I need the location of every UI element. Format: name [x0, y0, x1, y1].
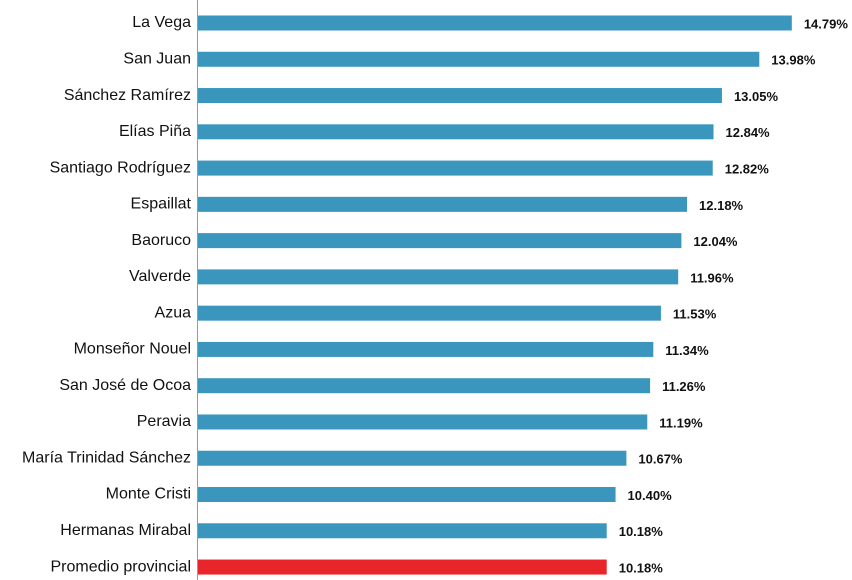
bar [198, 124, 714, 140]
bar [198, 378, 651, 394]
bar [198, 414, 648, 430]
category-label: Valverde [129, 268, 191, 285]
category-label: Azua [155, 304, 192, 321]
bar [198, 450, 627, 466]
value-label: 12.82% [725, 162, 770, 177]
value-label: 13.98% [771, 53, 816, 68]
category-label: San José de Ocoa [59, 377, 191, 394]
value-label: 10.18% [619, 524, 664, 539]
bar [198, 559, 607, 575]
category-label: María Trinidad Sánchez [22, 449, 191, 466]
category-label: San Juan [123, 50, 191, 67]
value-label: 11.34% [665, 343, 709, 358]
bar [198, 160, 713, 176]
value-label: 10.40% [628, 488, 673, 503]
bar [198, 233, 682, 249]
category-label: Hermanas Mirabal [60, 522, 191, 539]
category-label: Promedio provincial [50, 558, 191, 575]
value-label: 11.96% [690, 270, 734, 285]
category-label: Baoruco [131, 232, 191, 249]
bar [198, 487, 616, 503]
value-label: 10.67% [638, 452, 683, 467]
value-label: 12.18% [699, 198, 744, 213]
category-label: Santiago Rodríguez [50, 159, 191, 176]
value-label: 12.84% [726, 125, 771, 140]
bar [198, 269, 679, 285]
bar [198, 523, 607, 539]
value-label: 13.05% [734, 89, 779, 104]
bar [198, 51, 760, 67]
value-label: 11.26% [662, 379, 706, 394]
value-label: 14.79% [804, 16, 849, 31]
category-label: Sánchez Ramírez [64, 87, 191, 104]
bar [198, 341, 654, 357]
bar [198, 196, 688, 212]
value-label: 11.19% [659, 415, 703, 430]
category-label: Elías Piña [119, 123, 191, 140]
category-label: Peravia [137, 413, 191, 430]
bar [198, 305, 661, 321]
category-label: La Vega [132, 14, 191, 31]
category-label: Espaillat [131, 196, 192, 213]
category-label: Monseñor Nouel [74, 341, 191, 358]
bar [198, 15, 792, 31]
value-label: 10.18% [619, 560, 664, 575]
category-label: Monte Cristi [106, 486, 191, 503]
bar [198, 88, 722, 104]
value-label: 11.53% [673, 307, 717, 322]
value-label: 12.04% [693, 234, 738, 249]
